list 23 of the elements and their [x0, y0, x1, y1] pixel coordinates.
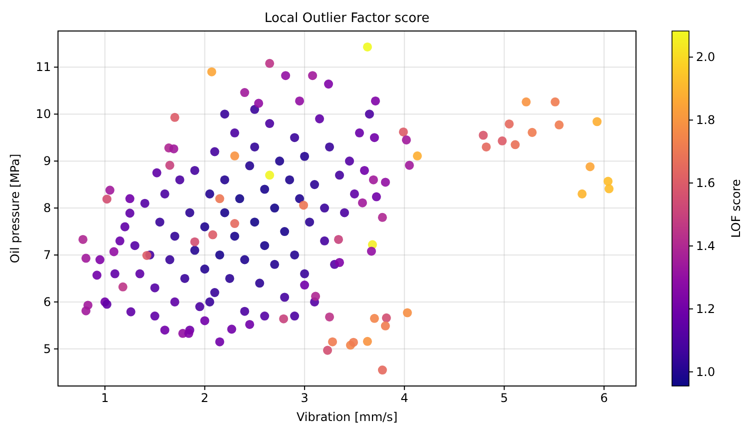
- x-tick-label: 6: [600, 391, 608, 405]
- y-tick-label: 6: [43, 294, 51, 309]
- color-bar-label: 2.0: [696, 50, 716, 64]
- x-axis-title: Vibration [mm/s]: [296, 410, 398, 424]
- y-tick-label: 10: [36, 107, 51, 122]
- x-tick-label: 1: [101, 391, 109, 405]
- color-bar-label: 1.8: [696, 113, 716, 128]
- x-tick-label: 2: [200, 391, 209, 405]
- color-bar-title: LOF score: [729, 179, 743, 238]
- y-tick-label: 11: [36, 60, 51, 74]
- color-bar-label: 1.0: [696, 364, 716, 379]
- color-bar-label: 1.6: [696, 176, 716, 190]
- x-tick-label: 3: [300, 391, 308, 405]
- chart-title: Local Outlier Factor score: [264, 11, 430, 26]
- color-bar-label: 1.2: [696, 302, 716, 316]
- y-tick-label: 8: [43, 201, 51, 216]
- y-tick-label: 7: [43, 248, 51, 262]
- color-bar-label: 1.4: [696, 238, 716, 253]
- y-axis-title: Oil pressure [MPa]: [8, 154, 22, 264]
- y-tick-label: 5: [43, 342, 51, 356]
- x-tick-label: 4: [400, 391, 408, 405]
- x-tick-label: 5: [500, 391, 508, 405]
- y-tick-label: 9: [43, 154, 51, 168]
